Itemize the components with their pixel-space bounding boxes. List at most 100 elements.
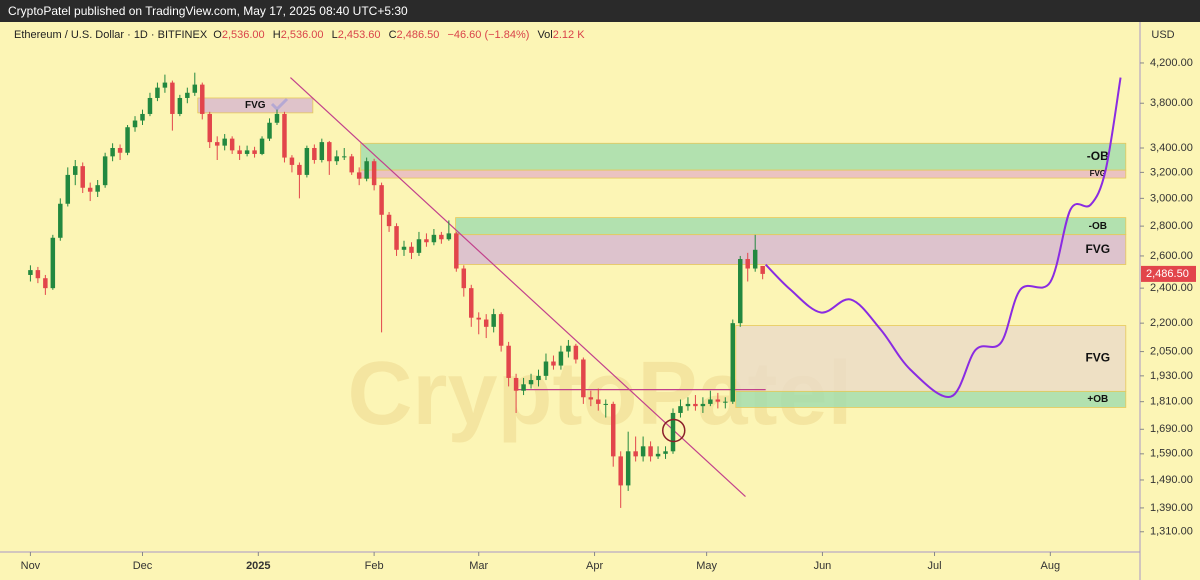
candle-body <box>424 239 429 243</box>
candle-body <box>670 412 676 452</box>
candle-body <box>528 380 534 385</box>
zone-label: +OB <box>1087 394 1108 405</box>
last-price-label: 2,486.50 <box>1146 268 1189 280</box>
projection-line <box>764 77 1122 398</box>
x-tick-label: Feb <box>365 560 384 572</box>
candle-body <box>409 246 414 253</box>
candle-body <box>603 403 608 405</box>
y-tick-label: 2,400.00 <box>1150 282 1193 294</box>
y-tick-label: 1,390.00 <box>1150 502 1193 514</box>
x-tick-label: Jun <box>814 560 832 572</box>
candle-body <box>87 187 93 192</box>
candle-body <box>461 268 467 289</box>
candle-body <box>715 399 721 402</box>
y-tick-label: 2,600.00 <box>1150 250 1193 262</box>
open: 2,536.00 <box>221 29 265 41</box>
candle-body <box>356 172 362 179</box>
candle-body <box>693 403 698 407</box>
candle-body <box>625 451 631 486</box>
zone <box>455 234 1127 265</box>
candle-body <box>155 87 160 98</box>
c-label: C <box>388 29 397 41</box>
candle-body <box>341 156 347 158</box>
candle-body <box>35 270 41 279</box>
zone <box>197 97 314 114</box>
candle-body <box>663 451 668 454</box>
candle-body <box>289 157 295 165</box>
candle-body <box>207 113 212 143</box>
candle-body <box>80 166 85 188</box>
candle-body <box>454 233 459 269</box>
y-tick-label: 1,690.00 <box>1150 423 1193 435</box>
last-price-tag <box>1141 265 1196 282</box>
candle-body <box>581 359 586 398</box>
candle-body <box>416 239 422 253</box>
candle-body <box>117 147 123 153</box>
symbol-legend: Ethereum / U.S. Dollar · 1D · BITFINEX O… <box>14 29 590 41</box>
zone <box>735 325 1127 392</box>
x-tick-label: 2025 <box>246 560 270 572</box>
candle-body <box>267 122 272 139</box>
candle-body <box>610 403 616 457</box>
candle-body <box>566 345 571 352</box>
candle-body <box>371 161 377 186</box>
change: −46.60 (−1.84%) <box>447 29 530 41</box>
zone <box>735 390 1127 408</box>
candle-body <box>312 147 317 161</box>
candle-body <box>685 403 691 407</box>
y-tick-label: 3,800.00 <box>1150 97 1193 109</box>
zone-label: FVG <box>1085 242 1110 256</box>
candle-body <box>252 150 257 154</box>
volume: 2.12 K <box>552 29 585 41</box>
candle-body <box>259 138 265 154</box>
candle-body <box>28 270 33 275</box>
candle-body <box>65 174 71 204</box>
candle-body <box>200 84 205 114</box>
x-tick-label: Apr <box>586 560 603 572</box>
candle-body <box>364 161 369 179</box>
zone <box>455 217 1127 236</box>
h-label: H <box>272 29 281 41</box>
candle-body <box>282 113 287 158</box>
vol-label: Vol <box>537 29 553 41</box>
low: 2,453.60 <box>337 29 381 41</box>
x-tick-label: Jul <box>927 560 941 572</box>
candle-body <box>506 345 511 378</box>
y-tick-label: 3,200.00 <box>1150 166 1193 178</box>
candle-body <box>50 237 56 289</box>
zone-label: FVG <box>1085 351 1110 365</box>
y-tick-label: 1,310.00 <box>1150 526 1193 538</box>
candle-body <box>513 377 519 391</box>
candle-body <box>349 156 354 173</box>
candle-body <box>431 234 437 243</box>
candle-body <box>723 401 728 403</box>
publisher-bar: CryptoPatel published on TradingView.com… <box>0 0 1200 22</box>
y-tick-label: 4,200.00 <box>1150 57 1193 69</box>
y-tick-label: 3,400.00 <box>1150 142 1193 154</box>
candle-body <box>700 403 706 407</box>
candle-body <box>170 82 175 114</box>
candle-body <box>536 375 541 381</box>
candle-body <box>274 113 280 123</box>
candle-body <box>648 446 653 457</box>
y-tick-label: 2,200.00 <box>1150 317 1193 329</box>
candle-body <box>678 406 683 413</box>
y-tick-label: 1,810.00 <box>1150 396 1193 408</box>
candle-body <box>745 259 750 269</box>
candle-body <box>551 361 556 366</box>
candle-body <box>327 142 332 162</box>
candle-body <box>521 384 526 391</box>
candle-body <box>237 150 242 154</box>
candle-body <box>386 214 392 227</box>
trend-line <box>290 77 746 497</box>
zone-label: -OB <box>1087 149 1109 163</box>
zone-label: FVG <box>245 100 266 111</box>
candle-body <box>708 399 713 404</box>
candle-body <box>752 249 758 269</box>
candle-body <box>469 288 474 318</box>
candle-body <box>110 147 115 157</box>
candle-body <box>192 84 198 93</box>
candle-body <box>147 97 153 114</box>
candle-body <box>446 233 452 240</box>
